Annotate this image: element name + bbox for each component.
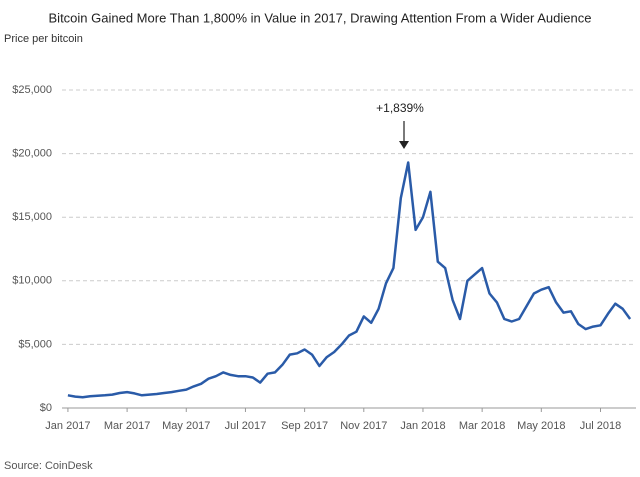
y-tick-label: $15,000 (12, 211, 52, 223)
x-tick-label: Mar 2018 (459, 420, 505, 432)
x-tick-label: Sep 2017 (281, 420, 328, 432)
x-tick-label: Jul 2017 (225, 420, 267, 432)
price-line (67, 161, 632, 399)
x-tick-label: Nov 2017 (340, 420, 387, 432)
source: Source: CoinDesk (4, 460, 93, 472)
annotation: +1,839% (376, 101, 424, 115)
x-tick-label: Jul 2018 (580, 420, 622, 432)
y-tick-label: $5,000 (18, 338, 52, 350)
y-tick-label: $0 (40, 402, 52, 414)
chart-subtitle: Price per bitcoin (4, 33, 83, 45)
x-tick-label: Jan 2018 (400, 420, 445, 432)
x-tick-label: Jan 2017 (45, 420, 90, 432)
x-tick-label: Mar 2017 (104, 420, 150, 432)
y-tick-label: $10,000 (12, 275, 52, 287)
y-tick-label: $25,000 (12, 84, 52, 96)
chart-title: Bitcoin Gained More Than 1,800% in Value… (49, 10, 592, 25)
x-tick-label: May 2017 (162, 420, 210, 432)
x-tick-label: May 2018 (517, 420, 565, 432)
y-tick-label: $20,000 (12, 148, 52, 160)
annotation-arrowhead (399, 141, 409, 149)
